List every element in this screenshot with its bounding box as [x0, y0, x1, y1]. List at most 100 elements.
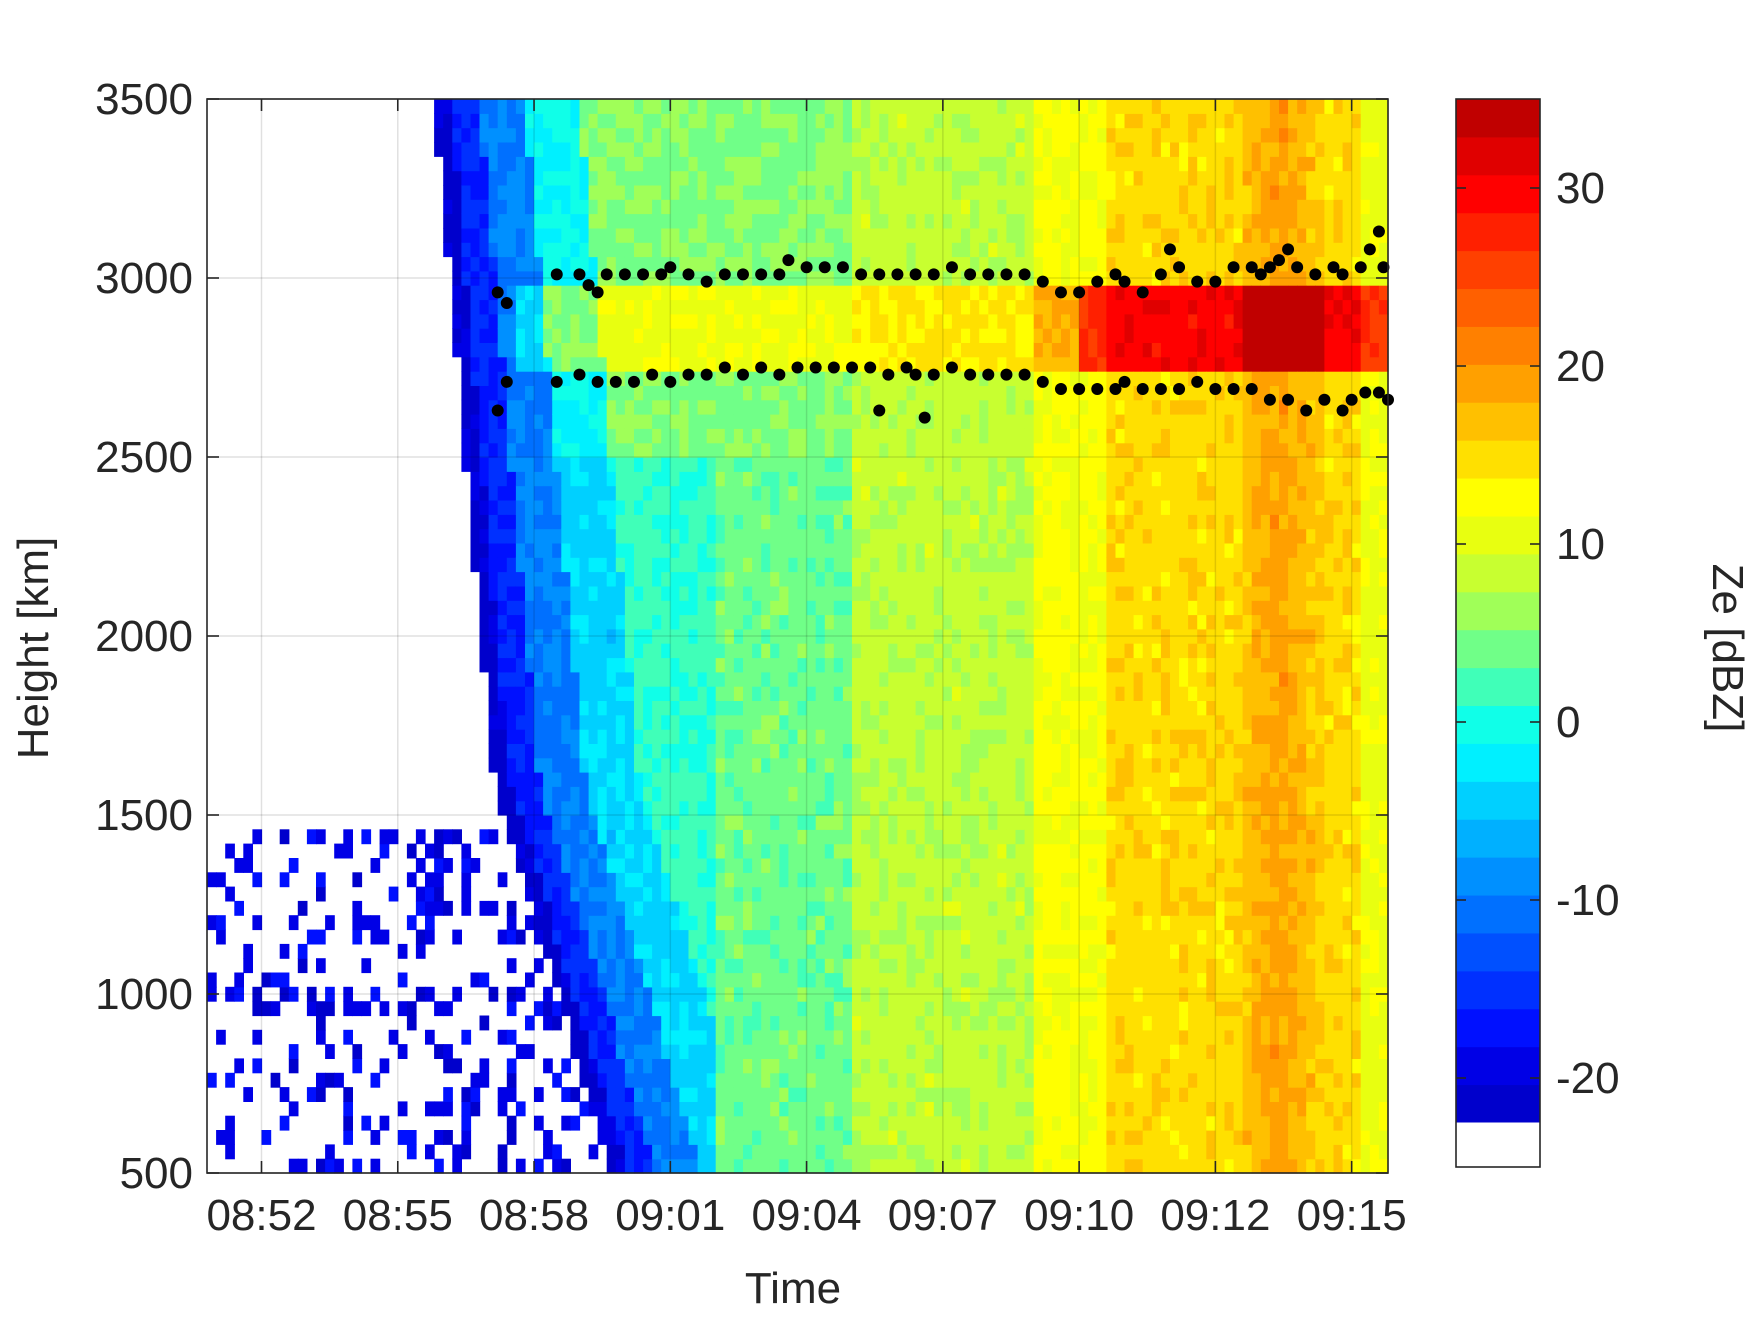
heatmap-cell: [697, 99, 708, 114]
heatmap-cell: [588, 270, 599, 286]
heatmap-cell: [997, 442, 1008, 458]
heatmap-cell: [1061, 399, 1071, 415]
heatmap-cell: [815, 972, 826, 988]
heatmap-cell: [706, 428, 717, 444]
heatmap-cell: [897, 199, 908, 215]
heatmap-cell: [543, 929, 553, 945]
heatmap-cell: [615, 1115, 626, 1131]
heatmap-cell: [806, 943, 817, 959]
heatmap-cell: [506, 414, 517, 429]
heatmap-cell: [852, 858, 862, 873]
heatmap-cell: [561, 371, 571, 386]
heatmap-cell: [842, 858, 853, 873]
heatmap-cell: [606, 256, 617, 272]
heatmap-cell: [534, 900, 544, 916]
heatmap-cell: [870, 1158, 880, 1174]
heatmap-cell: [743, 485, 753, 501]
heatmap-cell: [443, 1001, 453, 1017]
heatmap-cell: [870, 1115, 880, 1131]
heatmap-cell: [1051, 457, 1062, 472]
heatmap-cell: [842, 843, 853, 859]
heatmap-cell: [933, 170, 944, 186]
heatmap-cell: [488, 170, 499, 186]
heatmap-cell: [634, 671, 644, 687]
heatmap-cell: [443, 227, 453, 243]
heatmap-cell: [852, 714, 862, 730]
heatmap-cell: [1051, 1001, 1062, 1017]
heatmap-cell: [879, 757, 889, 773]
heatmap-cell: [951, 142, 962, 157]
heatmap-cell: [697, 1058, 708, 1074]
heatmap-cell: [543, 371, 553, 386]
heatmap-cell: [961, 213, 971, 229]
heatmap-cell: [1061, 1087, 1071, 1102]
heatmap-cell: [897, 528, 908, 544]
heatmap-cell: [624, 843, 635, 859]
heatmap-cell: [624, 1044, 635, 1059]
heatmap-cell: [852, 757, 862, 773]
heatmap-cell: [888, 671, 898, 687]
heatmap-cell: [1051, 442, 1062, 458]
heatmap-cell: [797, 313, 808, 329]
heatmap-cell: [870, 256, 880, 272]
heatmap-cell: [870, 900, 880, 916]
heatmap-cell: [470, 156, 481, 172]
heatmap-cell: [752, 743, 762, 759]
heatmap-cell: [897, 886, 908, 902]
heatmap-cell: [588, 886, 599, 902]
heatmap-cell: [543, 199, 553, 215]
heatmap-cell: [806, 213, 817, 229]
heatmap-cell: [824, 972, 835, 988]
heatmap-cell: [225, 1130, 235, 1145]
heatmap-cell: [1006, 729, 1017, 744]
heatmap-cell: [534, 757, 544, 773]
heatmap-cell: [661, 858, 671, 873]
heatmap-cell: [961, 199, 971, 215]
heatmap-cell: [706, 1029, 717, 1045]
heatmap-cell: [815, 471, 826, 487]
heatmap-cell: [915, 270, 926, 286]
heatmap-cell: [688, 199, 699, 215]
heatmap-cell: [597, 356, 608, 372]
heatmap-cell: [1033, 915, 1044, 931]
heatmap-cell: [1051, 313, 1062, 329]
heatmap-cell: [1061, 743, 1071, 759]
heatmap-cell: [906, 113, 917, 129]
heatmap-cell: [970, 342, 980, 358]
heatmap-cell: [906, 1015, 917, 1031]
heatmap-cell: [806, 1158, 817, 1174]
heatmap-cell: [815, 242, 826, 258]
heatmap-cell: [661, 385, 671, 401]
heatmap-cell: [688, 399, 699, 415]
heatmap-cell: [842, 227, 853, 243]
heatmap-cell: [1051, 986, 1062, 1002]
heatmap-cell: [806, 457, 817, 472]
heatmap-cell: [761, 714, 771, 730]
heatmap-cell: [788, 1144, 799, 1160]
heatmap-cell: [997, 471, 1008, 487]
heatmap-cell: [561, 328, 571, 343]
heatmap-cell: [415, 943, 426, 959]
heatmap-cell: [1051, 99, 1062, 114]
heatmap-cell: [697, 643, 708, 659]
heatmap-cell: [743, 600, 753, 616]
heatmap-cell: [806, 313, 817, 329]
heatmap-cell: [733, 227, 744, 243]
heatmap-cell: [779, 1058, 789, 1074]
heatmap-cell: [970, 686, 980, 701]
heatmap-cell: [942, 113, 953, 129]
heatmap-cell: [1033, 142, 1044, 157]
heatmap-cell: [915, 299, 926, 315]
heatmap-cell: [906, 800, 917, 816]
heatmap-cell: [833, 227, 844, 243]
heatmap-cell: [606, 385, 617, 401]
heatmap-cell: [1024, 285, 1035, 301]
heatmap-cell: [752, 285, 762, 301]
heatmap-cell: [1042, 972, 1053, 988]
heatmap-cell: [643, 342, 653, 358]
heatmap-cell: [488, 657, 499, 673]
heatmap-cell: [970, 815, 980, 830]
heatmap-cell: [997, 700, 1008, 716]
heatmap-cell: [788, 542, 799, 558]
heatmap-cell: [1024, 943, 1035, 959]
